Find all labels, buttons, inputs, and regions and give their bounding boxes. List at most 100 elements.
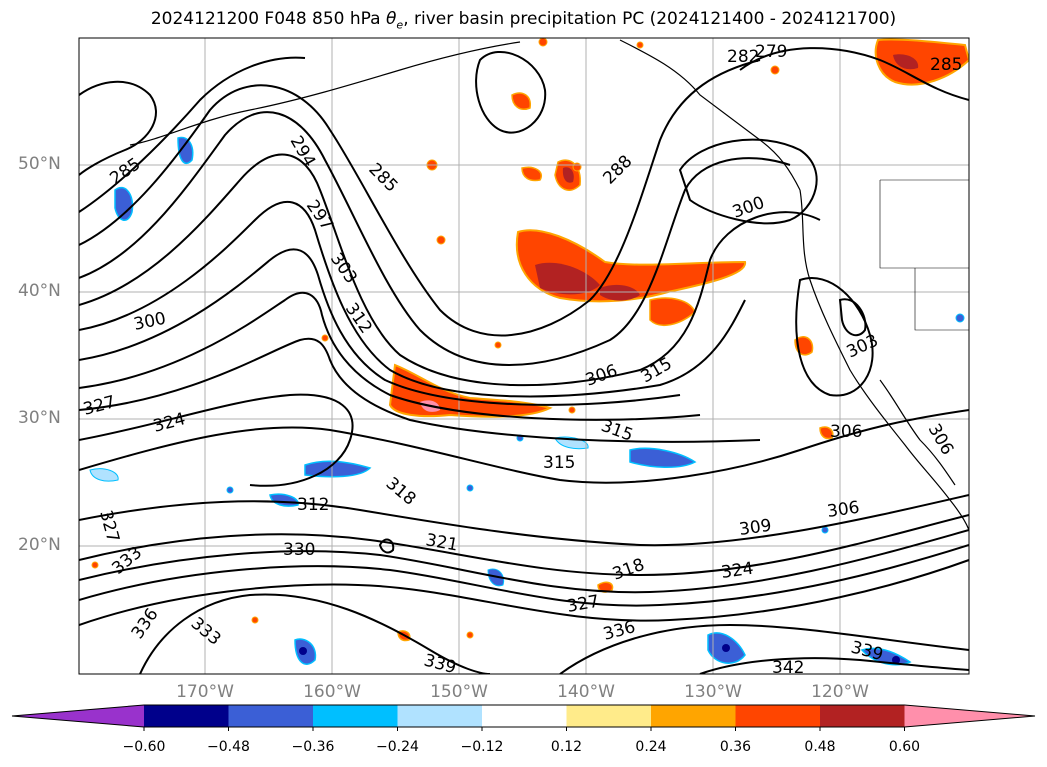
contour-line: [559, 623, 969, 674]
contour-line: [79, 544, 969, 607]
contour-line: [79, 59, 761, 337]
lon-label-160w: 160°W: [303, 682, 361, 702]
coastline-alaska: [619, 39, 801, 191]
positive-precip-area: [636, 41, 644, 49]
contour-line: [79, 56, 306, 213]
map-frame: [78, 37, 970, 675]
negative-precip-area: [466, 484, 474, 492]
contour-line: [79, 80, 157, 176]
positive-precip-area: [436, 235, 446, 245]
contour-label: 279: [755, 42, 787, 62]
negative-precip-area: [955, 313, 965, 323]
colorbar-segment: [228, 705, 313, 727]
positive-precip-area: [562, 167, 574, 183]
colorbar-segment: [651, 705, 736, 727]
negative-precip-area: [89, 468, 119, 482]
contour-line: [79, 337, 761, 443]
colorbar-segment: [397, 705, 482, 727]
contour-line: [739, 47, 969, 101]
contour-line: [795, 277, 874, 397]
colorbar-tick-label: 0.36: [719, 739, 752, 755]
contour-line: [79, 529, 969, 594]
contour-label: 285: [930, 55, 962, 75]
colorbar-extend-min: [12, 705, 144, 727]
colorbar: [11, 704, 1036, 731]
coastline-north-america: [799, 189, 969, 531]
colorbar-extend-max: [904, 705, 1035, 727]
negative-precip-area: [821, 526, 829, 534]
negative-precip-area: [629, 447, 697, 469]
contour-line: [79, 248, 681, 406]
colorbar-segment: [820, 705, 905, 727]
contour-label: 330: [283, 540, 315, 560]
colorbar-segment: [313, 705, 398, 727]
theta-e-contours: [79, 47, 969, 674]
positive-precip-area: [91, 561, 99, 569]
positive-precip-area: [466, 631, 474, 639]
negative-precip-area: [226, 486, 234, 494]
positive-precip-area: [538, 38, 548, 47]
colorbar-tick-label: −0.48: [207, 739, 250, 755]
colorbar-tick-label: 0.48: [804, 739, 836, 755]
lon-label-170w: 170°W: [176, 682, 234, 702]
colorbar-tick-label: 0.24: [635, 739, 667, 755]
contour-label: 315: [543, 453, 575, 473]
colorbar-tick-label: −0.60: [122, 739, 166, 755]
coastlines: [129, 39, 969, 531]
negative-precip-area: [722, 644, 730, 652]
lon-label-140w: 140°W: [557, 682, 615, 702]
contour-label: 309: [738, 516, 773, 540]
colorbar-segment: [482, 705, 567, 727]
lat-label-40n: 40°N: [18, 281, 61, 301]
colorbar-segment: [144, 705, 229, 727]
contour-line: [79, 291, 701, 421]
colorbar-tick-label: −0.12: [460, 739, 504, 755]
graticule: [79, 38, 969, 674]
colorbar-tick-label: 0.12: [550, 739, 583, 755]
positive-precip-area: [535, 262, 600, 295]
contour-line: [699, 657, 969, 674]
lon-label-150w: 150°W: [430, 682, 488, 702]
state-border: [879, 179, 969, 331]
contour-line: [79, 494, 969, 547]
contour-line: [139, 593, 491, 674]
lat-label-50n: 50°N: [18, 154, 61, 174]
contour-line: [475, 50, 547, 134]
contour-line: [678, 138, 818, 225]
map-background: [79, 38, 969, 674]
positive-precip-area: [572, 162, 582, 172]
positive-precip-area: [494, 341, 502, 349]
colorbar-tick-label: −0.24: [376, 739, 419, 755]
negative-precip-area: [114, 186, 134, 221]
page-title: 2024121200 F048 850 hPa θe, river basin …: [150, 9, 897, 32]
lon-label-130w: 130°W: [684, 682, 742, 702]
contour-label: 306: [826, 498, 861, 522]
contour-label: 324: [720, 559, 755, 583]
positive-precip-area: [819, 426, 834, 440]
positive-precip-area: [568, 406, 576, 414]
positive-precip-area: [511, 92, 531, 110]
contour-label: 306: [830, 422, 862, 442]
positive-precip-area: [874, 38, 969, 86]
negative-precip-area: [299, 647, 307, 655]
contour-line: [79, 409, 969, 484]
contour-line: [79, 393, 354, 487]
positive-precip-area: [251, 616, 259, 624]
contour-line: [79, 514, 969, 577]
positive-precip-area: [597, 581, 614, 593]
positive-precip-area: [893, 54, 919, 70]
positive-precip-area: [600, 284, 640, 301]
contour-line: [79, 153, 821, 387]
negative-precip-area: [892, 656, 900, 664]
lon-label-120w: 120°W: [811, 682, 869, 702]
positive-precip-area: [770, 65, 780, 75]
negative-precip-areas: [89, 136, 965, 666]
colorbar-tick-label: 0.60: [888, 739, 921, 755]
colorbar-segment: [566, 705, 651, 727]
coastline-alaska: [129, 41, 521, 146]
colorbar-tick-label: −0.36: [291, 739, 335, 755]
negative-precip-area: [177, 136, 194, 165]
coastline-baja: [879, 379, 956, 486]
contour-line: [79, 559, 969, 626]
